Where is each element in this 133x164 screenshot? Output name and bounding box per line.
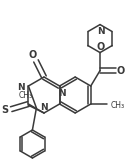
Text: N: N [18,82,25,92]
Text: CH₃: CH₃ [19,91,33,100]
Text: N: N [40,103,48,113]
Text: O: O [117,66,125,76]
Text: S: S [2,105,9,115]
Text: N: N [58,90,65,99]
Text: CH₃: CH₃ [111,102,125,111]
Text: N: N [97,27,105,36]
Text: O: O [29,50,37,60]
Text: O: O [97,41,105,51]
